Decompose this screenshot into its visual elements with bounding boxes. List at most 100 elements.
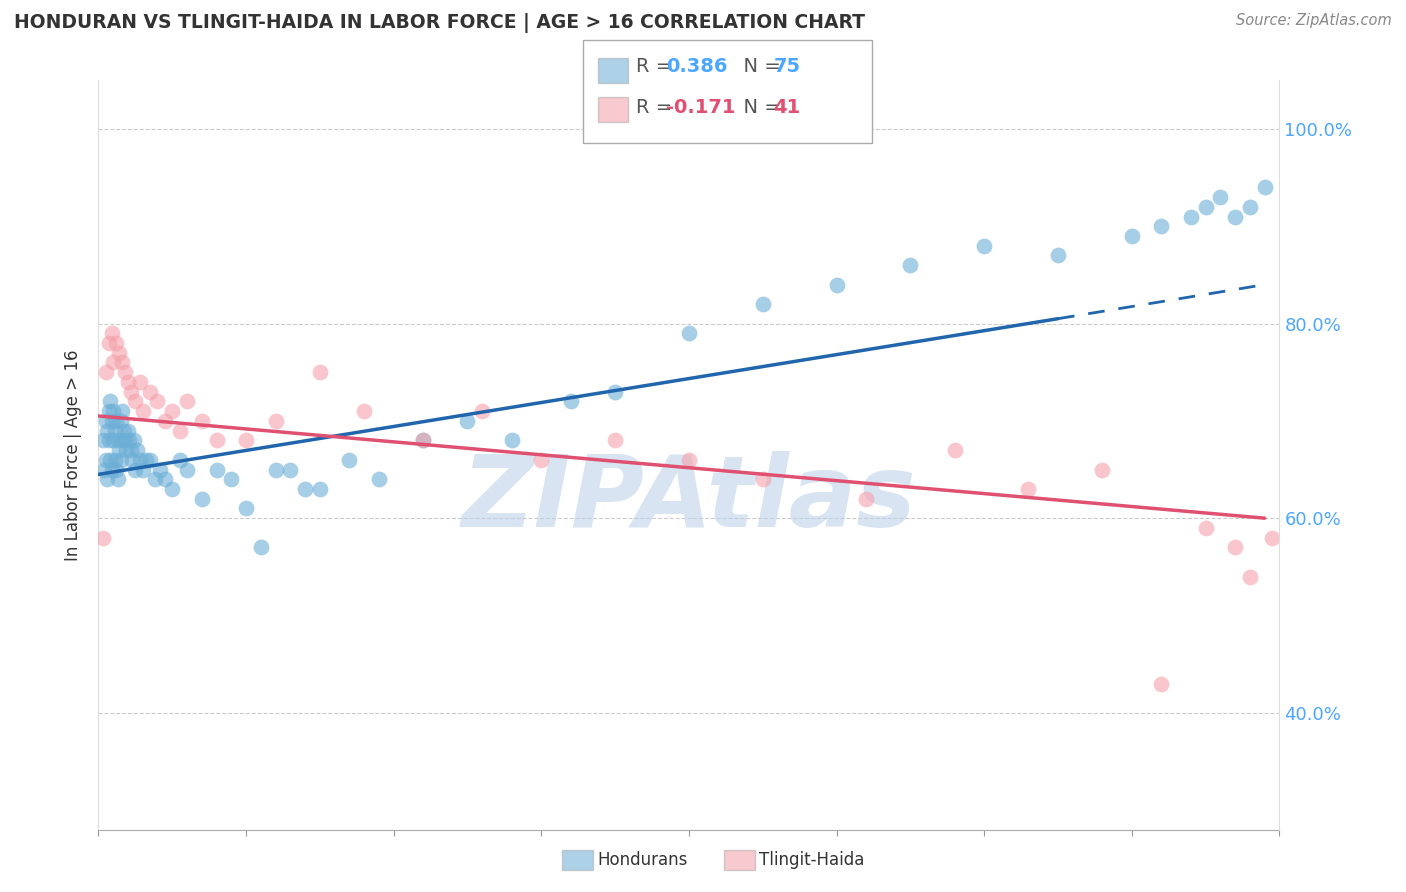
Text: Hondurans: Hondurans bbox=[598, 851, 688, 869]
Point bbox=[1239, 200, 1261, 214]
Point bbox=[1047, 248, 1070, 262]
Point bbox=[108, 443, 131, 458]
Point bbox=[100, 326, 122, 341]
Point bbox=[205, 462, 228, 476]
Point bbox=[111, 404, 134, 418]
Point bbox=[93, 462, 115, 476]
Point bbox=[100, 462, 122, 476]
Point bbox=[128, 452, 150, 467]
Point bbox=[1195, 200, 1218, 214]
Point bbox=[1121, 229, 1143, 244]
Point bbox=[111, 355, 134, 369]
Point bbox=[94, 365, 117, 379]
Point bbox=[124, 394, 146, 409]
Point bbox=[139, 452, 162, 467]
Point bbox=[110, 414, 132, 428]
Point bbox=[94, 452, 117, 467]
Point bbox=[103, 404, 125, 418]
Point bbox=[752, 472, 775, 486]
Point bbox=[118, 434, 141, 448]
Point bbox=[100, 414, 122, 428]
Point bbox=[752, 297, 775, 311]
Point bbox=[191, 414, 214, 428]
Text: Tlingit-Haida: Tlingit-Haida bbox=[759, 851, 865, 869]
Point bbox=[114, 365, 136, 379]
Point bbox=[855, 491, 877, 506]
Point bbox=[1195, 521, 1218, 535]
Text: N =: N = bbox=[731, 57, 787, 77]
Text: Source: ZipAtlas.com: Source: ZipAtlas.com bbox=[1236, 13, 1392, 29]
Text: ZIPAtlas: ZIPAtlas bbox=[461, 451, 917, 549]
Text: HONDURAN VS TLINGIT-HAIDA IN LABOR FORCE | AGE > 16 CORRELATION CHART: HONDURAN VS TLINGIT-HAIDA IN LABOR FORCE… bbox=[14, 13, 865, 33]
Point bbox=[235, 434, 257, 448]
Point bbox=[973, 238, 995, 252]
Text: 41: 41 bbox=[773, 97, 800, 117]
Point bbox=[104, 452, 127, 467]
Point bbox=[124, 462, 146, 476]
Point bbox=[1239, 569, 1261, 583]
Point bbox=[221, 472, 243, 486]
Point bbox=[943, 443, 966, 458]
Point bbox=[1225, 541, 1247, 555]
Point bbox=[132, 462, 155, 476]
Point bbox=[107, 472, 129, 486]
Point bbox=[162, 404, 183, 418]
Point bbox=[125, 443, 148, 458]
Point bbox=[176, 394, 198, 409]
Point bbox=[1091, 462, 1114, 476]
Point bbox=[111, 434, 134, 448]
Point bbox=[91, 434, 114, 448]
Y-axis label: In Labor Force | Age > 16: In Labor Force | Age > 16 bbox=[65, 349, 83, 561]
Point bbox=[108, 345, 131, 359]
Point bbox=[250, 541, 273, 555]
Point bbox=[169, 424, 191, 438]
Point bbox=[368, 472, 391, 486]
Point bbox=[103, 434, 125, 448]
Point bbox=[1225, 210, 1247, 224]
Point bbox=[132, 404, 155, 418]
Point bbox=[471, 404, 494, 418]
Point bbox=[153, 472, 176, 486]
Point bbox=[678, 326, 700, 341]
Point bbox=[94, 414, 117, 428]
Point bbox=[412, 434, 434, 448]
Point bbox=[110, 452, 132, 467]
Text: -0.171: -0.171 bbox=[666, 97, 735, 117]
Point bbox=[97, 336, 120, 351]
Point bbox=[121, 452, 143, 467]
Point bbox=[264, 462, 287, 476]
Point bbox=[115, 443, 138, 458]
Point bbox=[1018, 482, 1040, 496]
Point bbox=[107, 434, 129, 448]
Point bbox=[143, 472, 166, 486]
Point bbox=[169, 452, 191, 467]
Point bbox=[105, 336, 128, 351]
Text: R =: R = bbox=[636, 57, 678, 77]
Point bbox=[560, 394, 582, 409]
Point bbox=[98, 452, 121, 467]
Point bbox=[117, 424, 139, 438]
Point bbox=[309, 365, 332, 379]
Point bbox=[825, 277, 848, 292]
Point bbox=[120, 384, 142, 399]
Point bbox=[146, 394, 169, 409]
Point bbox=[122, 434, 145, 448]
Point bbox=[1254, 180, 1277, 194]
Point bbox=[128, 375, 150, 389]
Point bbox=[678, 452, 700, 467]
Point bbox=[1261, 531, 1284, 545]
Point bbox=[339, 452, 361, 467]
Point bbox=[605, 434, 627, 448]
Text: R =: R = bbox=[636, 97, 678, 117]
Point bbox=[457, 414, 479, 428]
Point bbox=[139, 384, 162, 399]
Point bbox=[96, 472, 118, 486]
Point bbox=[149, 462, 172, 476]
Point bbox=[1150, 219, 1173, 234]
Point bbox=[412, 434, 434, 448]
Point bbox=[191, 491, 214, 506]
Point bbox=[103, 355, 125, 369]
Point bbox=[120, 443, 142, 458]
Point bbox=[353, 404, 375, 418]
Point bbox=[112, 424, 135, 438]
